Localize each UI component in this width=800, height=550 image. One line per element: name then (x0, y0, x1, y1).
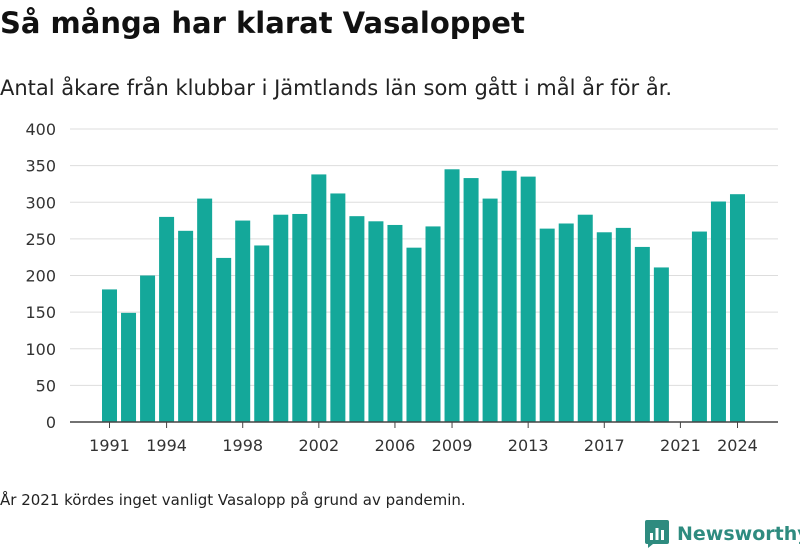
x-axis-ticks: 1991 1994 1998 2002 2006 2009 2013 2017 2021 2024 (89, 422, 758, 455)
bar-2001 (292, 213, 308, 422)
gridlines (70, 128, 778, 386)
bar-2007 (406, 247, 422, 422)
bar-2018 (615, 227, 631, 422)
brand-name: Newsworthy (677, 523, 800, 545)
bar-2011 (482, 198, 498, 422)
y-tick-label: 200 (25, 267, 56, 286)
y-tick-label: 150 (25, 303, 56, 322)
bar-2016 (577, 214, 593, 422)
bar-2010 (463, 178, 479, 422)
bar-2009 (444, 169, 460, 422)
x-tick-label: 1994 (146, 436, 187, 455)
bar-2013 (520, 176, 536, 422)
y-tick-label: 400 (25, 120, 56, 139)
bar-2002 (311, 174, 327, 422)
x-tick-label: 2017 (584, 436, 625, 455)
x-tick-label: 2021 (660, 436, 701, 455)
bar-2022 (691, 231, 707, 422)
y-tick-label: 350 (25, 157, 56, 176)
bar-chart: 0 50 100 150 200 250 300 350 400 1991 1994 1998 200… (25, 120, 778, 455)
x-tick-label: 1991 (89, 436, 130, 455)
bar-2003 (330, 193, 346, 422)
bar-2019 (634, 246, 650, 422)
bar-1992 (121, 312, 137, 422)
y-tick-label: 100 (25, 340, 56, 359)
bars (102, 169, 745, 422)
y-axis-ticks: 0 50 100 150 200 250 300 350 400 (25, 120, 56, 432)
x-tick-label: 2009 (432, 436, 473, 455)
bar-1996 (197, 198, 213, 422)
bar-2006 (387, 224, 403, 422)
chart-title: Så många har klarat Vasaloppet (0, 6, 525, 40)
chart-subtitle: Antal åkare från klubbar i Jämtlands län… (0, 76, 673, 100)
bar-2012 (501, 170, 517, 422)
bar-2023 (710, 201, 726, 422)
x-tick-label: 2013 (508, 436, 549, 455)
bar-1999 (254, 245, 270, 422)
bar-2005 (368, 221, 384, 422)
y-tick-label: 250 (25, 230, 56, 249)
bar-1991 (102, 289, 117, 422)
bar-2015 (558, 223, 574, 422)
x-tick-label: 2024 (717, 436, 758, 455)
brand-logo: Newsworthy (645, 519, 800, 549)
bar-2024 (729, 194, 745, 422)
x-tick-label: 2002 (298, 436, 339, 455)
x-tick-label: 2006 (375, 436, 416, 455)
y-tick-label: 0 (46, 413, 56, 432)
bar-2014 (539, 228, 555, 422)
y-tick-label: 50 (36, 376, 56, 395)
bar-1994 (159, 216, 175, 422)
y-tick-label: 300 (25, 193, 56, 212)
bar-2004 (349, 216, 365, 422)
bar-1998 (235, 220, 251, 422)
bar-2020 (653, 267, 669, 422)
footnote: År 2021 kördes inget vanligt Vasalopp på… (0, 491, 466, 509)
x-tick-label: 1998 (222, 436, 263, 455)
bar-2008 (425, 226, 441, 422)
bar-1997 (216, 257, 232, 422)
bar-2000 (273, 214, 289, 422)
bar-chart-logo-icon (645, 520, 669, 548)
bar-1993 (140, 275, 156, 422)
bar-2017 (596, 232, 612, 422)
bar-1995 (178, 230, 194, 422)
